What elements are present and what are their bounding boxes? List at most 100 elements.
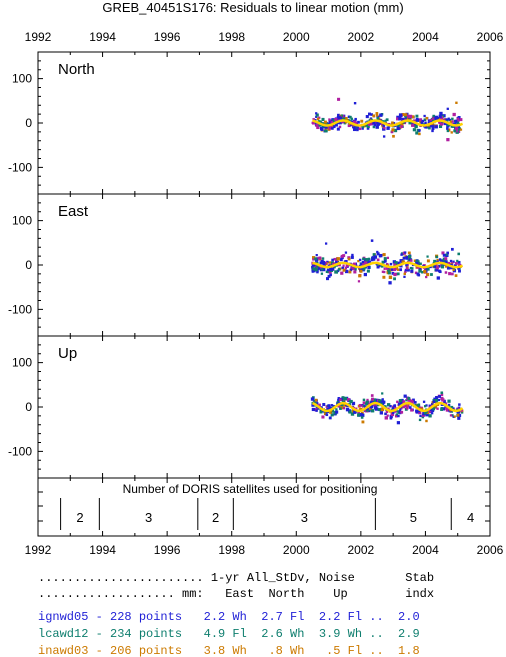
x-tick-label: 2000 [283,543,310,557]
data-point [387,268,390,272]
y-tick-label: 100 [12,356,32,370]
data-point [415,118,419,122]
data-point [454,262,458,265]
data-point [453,129,457,133]
data-point [337,268,341,271]
data-point [354,268,357,271]
data-point [347,256,351,260]
data-point [415,131,419,135]
data-point [374,121,378,125]
data-point [388,275,393,279]
data-point [440,122,443,126]
data-point [315,254,318,257]
data-point [458,269,461,273]
data-point [361,127,364,130]
table-row: ignwd05 - 228 points 2.2 Wh 2.7 Fl 2.2 F… [38,610,420,624]
data-point [315,112,318,115]
data-point [329,273,332,277]
data-point [447,399,451,403]
data-point [330,261,334,265]
data-point [315,402,319,405]
data-point [349,268,353,272]
table-header-1: ....................... 1-yr All_StDv, N… [38,571,434,585]
data-point [312,258,315,261]
data-point [426,273,430,277]
data-point [329,125,333,129]
data-point [387,271,391,275]
data-point [352,120,357,124]
data-point [386,262,389,266]
data-point [342,268,346,272]
data-point [376,115,380,119]
data-point [445,260,448,263]
data-point [440,393,444,396]
data-point [421,119,425,123]
data-point [393,404,397,408]
data-point [353,125,357,129]
data-point [311,121,315,125]
data-point [410,399,414,404]
data-point [357,410,361,414]
data-point [321,117,325,121]
data-point [376,252,380,256]
data-point [356,128,359,132]
data-point [460,411,464,414]
data-point [437,264,441,268]
data-point [373,255,378,259]
data-point [457,416,461,420]
data-point [372,400,377,404]
data-point [415,409,418,413]
data-point [456,121,460,124]
data-point [351,401,356,406]
data-point [432,407,436,411]
data-point [365,400,369,404]
data-point [397,261,400,264]
data-point [428,404,432,408]
data-point [441,407,446,411]
data-point [358,274,362,278]
data-point [361,420,365,424]
data-point [444,271,448,274]
data-point [446,129,449,133]
data-point [354,117,357,121]
data-point [337,97,341,101]
data-point [455,126,459,130]
data-point [433,259,437,263]
data-point [457,252,461,256]
data-point [452,260,455,263]
y-tick-label: -100 [8,160,32,174]
data-point [451,117,454,121]
data-point [366,269,370,273]
data-point [342,403,346,407]
data-point [460,409,463,412]
data-point [385,118,389,122]
smoothed-series-line [312,261,464,269]
smoothed-series-line [312,119,464,127]
data-point [333,262,336,266]
data-point [383,267,386,270]
data-point [446,266,451,270]
data-point [451,120,454,123]
data-point [349,399,353,404]
data-point [408,258,412,261]
data-point [443,122,447,126]
data-point [423,270,427,274]
data-point [324,242,328,245]
data-point [404,268,408,272]
data-point [339,407,342,410]
data-point [333,257,336,261]
data-point [371,256,375,259]
data-point [380,264,384,268]
data-point [451,272,454,276]
data-point [329,410,332,414]
data-point [450,405,454,409]
data-point [340,271,344,275]
data-point [428,410,431,414]
data-point [416,404,420,408]
data-point [455,101,458,104]
data-point [396,126,400,131]
data-point [314,268,318,272]
satellite-count-label: 3 [145,510,152,525]
data-point [326,277,330,281]
data-point [402,400,406,404]
